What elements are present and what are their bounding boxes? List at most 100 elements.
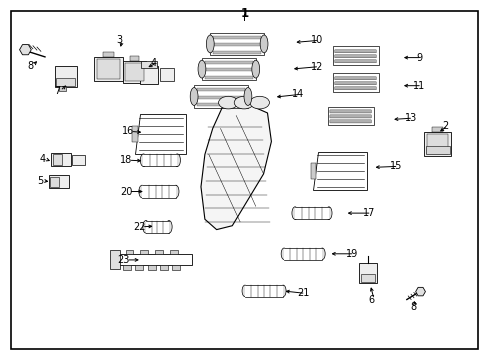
Text: 22: 22 — [133, 222, 145, 232]
Ellipse shape — [234, 96, 253, 109]
Bar — [204, 76, 253, 79]
Bar — [359, 263, 376, 283]
Bar — [213, 43, 261, 46]
Bar — [49, 175, 69, 188]
FancyBboxPatch shape — [329, 115, 370, 118]
Bar — [202, 58, 255, 80]
Text: 15: 15 — [389, 161, 402, 171]
Text: 19: 19 — [345, 249, 358, 259]
Bar — [72, 155, 84, 165]
Bar — [110, 250, 120, 269]
Bar — [56, 78, 75, 86]
Ellipse shape — [206, 35, 214, 53]
FancyBboxPatch shape — [334, 60, 375, 63]
Bar — [94, 57, 123, 81]
Bar — [155, 250, 163, 254]
FancyBboxPatch shape — [329, 120, 370, 123]
Bar — [160, 68, 173, 81]
Bar — [332, 46, 379, 65]
Ellipse shape — [244, 87, 251, 105]
Bar — [147, 265, 155, 270]
Bar — [204, 61, 253, 64]
Bar — [140, 250, 148, 254]
Bar — [169, 250, 177, 254]
Bar — [125, 250, 133, 254]
FancyBboxPatch shape — [334, 55, 375, 58]
Ellipse shape — [251, 60, 259, 78]
Bar — [143, 154, 177, 166]
Bar — [431, 127, 442, 132]
Bar — [426, 146, 449, 154]
Polygon shape — [415, 287, 425, 296]
Bar — [172, 265, 180, 270]
Text: 9: 9 — [416, 53, 422, 63]
Ellipse shape — [325, 207, 331, 220]
Text: 8: 8 — [27, 60, 33, 71]
Text: 4: 4 — [40, 154, 46, 164]
Text: 10: 10 — [310, 35, 323, 45]
Bar — [125, 63, 143, 81]
Text: 5: 5 — [37, 176, 43, 186]
Bar — [132, 126, 138, 142]
Bar — [213, 36, 261, 39]
Ellipse shape — [242, 285, 247, 297]
Ellipse shape — [198, 60, 205, 78]
Bar — [55, 66, 77, 87]
Bar — [424, 132, 450, 156]
Bar — [210, 33, 264, 55]
Ellipse shape — [291, 207, 298, 220]
Text: 4: 4 — [151, 58, 157, 68]
Bar — [160, 265, 167, 270]
Bar — [196, 96, 245, 99]
Ellipse shape — [281, 248, 286, 260]
FancyBboxPatch shape — [334, 82, 375, 85]
Text: 1: 1 — [240, 7, 248, 20]
Text: 7: 7 — [55, 86, 61, 96]
Ellipse shape — [260, 35, 267, 53]
Ellipse shape — [139, 185, 145, 198]
Text: 13: 13 — [404, 113, 416, 123]
Ellipse shape — [172, 185, 179, 198]
Polygon shape — [201, 103, 271, 230]
Bar — [53, 154, 61, 165]
Text: 17: 17 — [362, 208, 375, 218]
Polygon shape — [134, 114, 185, 154]
Bar — [50, 177, 59, 187]
Bar — [310, 163, 316, 179]
Bar — [145, 220, 169, 233]
Polygon shape — [312, 152, 366, 190]
Text: 6: 6 — [368, 294, 374, 305]
Ellipse shape — [174, 154, 180, 166]
Bar — [332, 73, 379, 92]
Bar — [426, 134, 447, 154]
Bar — [102, 52, 114, 57]
Text: 21: 21 — [296, 288, 309, 298]
Bar — [97, 59, 120, 79]
Ellipse shape — [218, 96, 238, 109]
Bar — [196, 103, 245, 106]
Bar — [194, 85, 247, 108]
Bar — [51, 153, 71, 166]
Bar — [294, 207, 328, 220]
Ellipse shape — [140, 154, 146, 166]
Ellipse shape — [280, 285, 285, 297]
Bar — [123, 265, 131, 270]
Text: 14: 14 — [291, 89, 304, 99]
Ellipse shape — [249, 96, 269, 109]
Ellipse shape — [165, 220, 172, 233]
Bar — [140, 66, 158, 84]
Bar — [196, 89, 245, 91]
Text: 3: 3 — [117, 35, 122, 45]
Ellipse shape — [190, 87, 198, 105]
Bar — [129, 57, 139, 61]
Bar — [59, 86, 66, 91]
Text: 2: 2 — [441, 121, 447, 131]
FancyBboxPatch shape — [334, 87, 375, 90]
Bar — [204, 68, 253, 71]
Bar — [122, 61, 146, 83]
Polygon shape — [20, 45, 31, 55]
Bar — [327, 107, 374, 125]
Text: 23: 23 — [117, 255, 130, 265]
FancyBboxPatch shape — [334, 50, 375, 53]
Ellipse shape — [319, 248, 325, 260]
